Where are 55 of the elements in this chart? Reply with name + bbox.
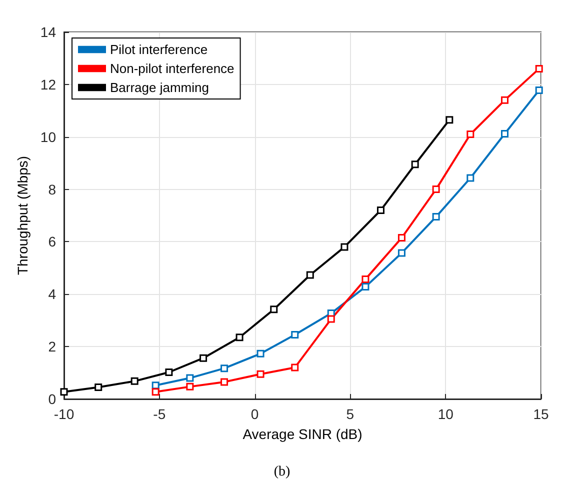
point <box>165 368 173 376</box>
legend-label: Pilot interference <box>110 42 208 57</box>
point <box>60 388 68 396</box>
y-tick-label: 6 <box>48 234 56 250</box>
point <box>340 243 348 251</box>
x-axis-title: Average SINR (dB) <box>242 426 362 442</box>
y-tick-label: 8 <box>48 181 56 198</box>
point <box>432 186 440 194</box>
text: (b) <box>274 464 290 480</box>
x-tick-label: -5 <box>153 406 166 422</box>
point <box>200 354 208 362</box>
point <box>501 130 508 138</box>
point <box>220 364 228 372</box>
point <box>535 86 543 94</box>
x-tick-label: 10 <box>438 406 454 422</box>
y-tick-label: 2 <box>48 338 56 355</box>
point <box>432 213 440 221</box>
point <box>186 382 194 390</box>
point <box>466 130 474 138</box>
x-tick-label: 15 <box>533 406 549 422</box>
y-tick-label: 10 <box>40 128 56 145</box>
point <box>291 364 299 372</box>
point <box>152 382 160 390</box>
point <box>362 275 370 283</box>
point <box>270 306 278 314</box>
point <box>306 271 314 279</box>
x-tick-label: 5 <box>346 406 354 422</box>
point <box>362 283 370 291</box>
point <box>236 334 244 342</box>
x-tick-label: 0 <box>250 406 259 422</box>
legend-label: Barrage jamming <box>110 80 209 95</box>
point <box>535 64 543 72</box>
point <box>398 234 406 242</box>
y-tick-label: 0 <box>48 391 56 407</box>
point <box>94 383 102 391</box>
point <box>130 377 138 385</box>
point <box>152 388 160 396</box>
point <box>220 378 228 386</box>
point <box>466 174 474 182</box>
point <box>411 160 419 168</box>
y-tick-label: 14 <box>40 24 56 40</box>
point <box>327 315 335 323</box>
x-tick-label: -10 <box>54 406 74 422</box>
point <box>376 206 384 214</box>
y-tick-label: 12 <box>40 76 56 92</box>
point <box>398 249 406 257</box>
y-tick-label: 4 <box>48 286 56 302</box>
y-axis-title: Throughput (Mbps) <box>14 156 31 276</box>
legend-label: Non-pilot interference <box>110 61 234 76</box>
point <box>256 370 264 378</box>
point <box>501 96 508 104</box>
point <box>256 350 264 358</box>
point <box>446 116 454 124</box>
point <box>186 374 194 382</box>
point <box>291 331 299 339</box>
